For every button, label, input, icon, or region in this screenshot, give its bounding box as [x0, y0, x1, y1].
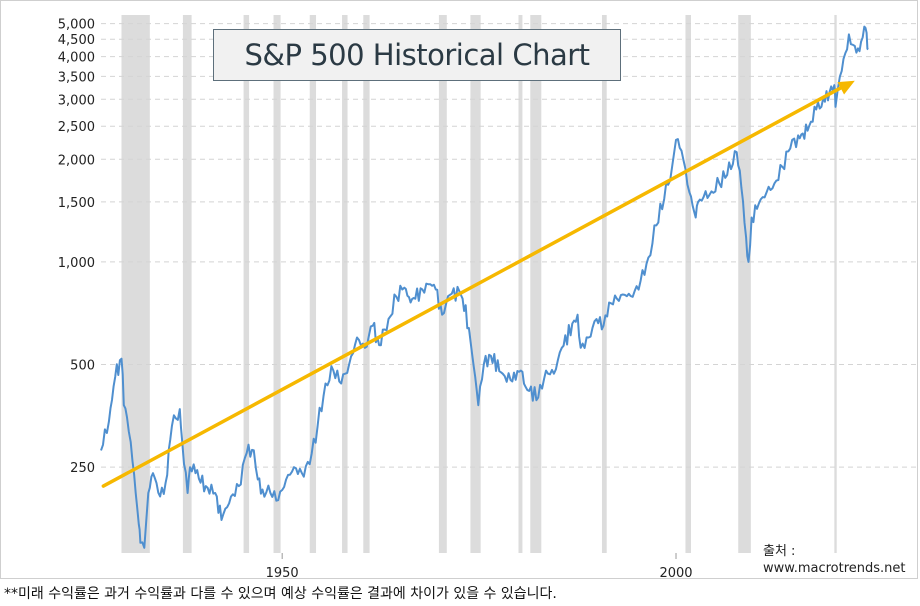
source-site-link[interactable]: www.macrotrends.net — [763, 561, 906, 576]
recession-band-14 — [834, 15, 837, 553]
x-tick-label-0: 1950 — [266, 566, 299, 580]
recession-band-1 — [182, 15, 192, 553]
y-axis-ticks: 250 500 1,000 1,500 2,000 2,500 3,000 3,500 4,00… — [58, 18, 95, 477]
y-tick-label-5: 2,500 — [58, 120, 95, 135]
recession-band-7 — [438, 15, 447, 553]
y-tick-label-8: 4,000 — [58, 51, 95, 66]
y-tick-label-6: 3,000 — [58, 93, 95, 108]
grid-lines — [101, 23, 917, 468]
sp500-chart: 250 500 1,000 1,500 2,000 2,500 3,000 3,500 4,00… — [58, 15, 917, 580]
recession-band-3 — [273, 15, 281, 553]
source-label: 출처 : — [763, 544, 796, 559]
chart-frame: 250 500 1,000 1,500 2,000 2,500 3,000 3,500 4,00… — [0, 0, 918, 580]
recession-band-9 — [518, 15, 523, 553]
y-tick-label-3: 1,500 — [58, 196, 95, 211]
recession-band-10 — [530, 15, 542, 553]
chart-title: S&P 500 Historical Chart — [213, 29, 621, 81]
recession-band-2 — [243, 15, 250, 553]
y-tick-label-9: 4,500 — [58, 33, 95, 48]
series-layer — [100, 25, 869, 549]
y-tick-label-7: 3,500 — [58, 70, 95, 85]
recession-band-11 — [601, 15, 607, 553]
recession-band-4 — [309, 15, 317, 553]
trend-arrow-head — [837, 80, 855, 95]
recession-band-5 — [342, 15, 348, 553]
sp500-series-line — [100, 25, 869, 549]
x-axis-ticks: 1950 2000 — [266, 553, 693, 580]
source-attribution[interactable]: 출처 : www.macrotrends.net — [763, 543, 906, 577]
trend-layer — [101, 80, 855, 488]
x-tick-label-1: 2000 — [659, 566, 692, 580]
disclaimer-footnote: **미래 수익률은 과거 수익률과 다를 수 있으며 예상 수익률은 결과에 차… — [4, 586, 557, 602]
y-tick-label-2: 1,000 — [58, 256, 95, 271]
y-tick-label-10: 5,000 — [58, 18, 95, 33]
y-tick-label-0: 250 — [70, 461, 95, 476]
y-tick-label-4: 2,000 — [58, 153, 95, 168]
recession-band-13 — [738, 15, 751, 553]
trend-line — [101, 83, 847, 488]
y-tick-label-1: 500 — [70, 359, 95, 374]
recession-band-12 — [685, 15, 691, 553]
recession-band-6 — [363, 15, 370, 553]
